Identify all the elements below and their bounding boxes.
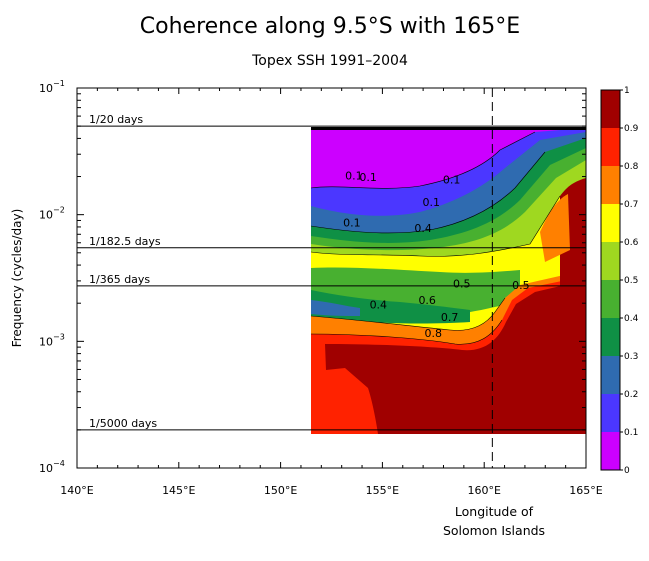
colorbar-tick-label: 0.7 [624,200,638,210]
region-right-orange [540,194,570,262]
x-axis-label-line1: Longitude of [455,504,534,519]
contour-line-0.6 [310,195,561,257]
chart-subtitle: Topex SSH 1991–2004 [251,53,408,69]
x-tick-label: 160°E [467,484,500,497]
y-tick-label: 10−4 [39,459,65,475]
colorbar-segment [601,356,620,394]
colorbar-segment [601,394,620,432]
reference-line-label-2: 1/365 days [89,273,150,286]
contour-line-0.1 [310,131,536,189]
colorbar-segment [601,166,620,204]
contour-label: 0.4 [370,298,388,311]
colorbar-segment [601,204,620,242]
colorbar: 0 0.1 0.2 0.3 0.4 0.5 0.6 0.7 0.8 0.9 1 [600,86,639,476]
colorbar-tick-label: 0.9 [624,124,639,134]
plot-frame [76,87,587,469]
x-tick-label: 155°E [366,484,399,497]
colorbar-tick-label: 0.5 [624,276,638,286]
contour-label: 0.4 [414,222,432,235]
x-tick-label: 165°E [569,484,602,497]
contour-labels: 0.10.1 0.10.10.1 0.40.5 0.50.4 0.60.70.8 [343,169,529,340]
colorbar-tick-label: 0.2 [624,390,638,400]
contour-label: 0.1 [359,171,377,184]
colorbar-segment [601,432,620,470]
contour-line-0.7 [310,297,506,331]
contour-label: 0.5 [453,278,471,291]
chart-title: Coherence along 9.5°S with 165°E [140,14,520,39]
x-tick-label: 140°E [60,484,93,497]
colorbar-tick-label: 0.8 [624,162,639,172]
contour-label: 0.1 [345,169,363,182]
reference-lines: 1/20 days 1/182.5 days 1/365 days 1/5000 da… [77,88,586,468]
contour-label: 0.6 [418,294,436,307]
contour-label: 0.8 [425,327,443,340]
colorbar-segment [601,90,620,128]
colorbar-tick-label: 0 [624,466,630,476]
contour-line-0.8 [310,319,503,345]
colorbar-tick-label: 0.1 [624,428,638,438]
y-tick-label: 10−2 [39,206,65,222]
y-axis-label: Frequency (cycles/day) [10,209,24,348]
axes: 140°E 145°E 150°E 155°E 160°E 165°E 10−1 10−2 10… [39,79,603,497]
x-tick-label: 150°E [264,484,297,497]
contour-line-0.3 [310,151,546,234]
reference-line-label-3: 1/5000 days [89,417,157,430]
colorbar-segment [601,318,620,356]
contour-label: 0.5 [512,279,530,292]
y-tick-label: 10−3 [39,332,65,348]
x-axis-label-line2: Solomon Islands [443,523,545,538]
y-tick-label: 10−1 [39,79,65,95]
contour-label: 0.1 [443,174,461,187]
colorbar-segment [601,280,620,318]
top-data-edge [311,127,586,130]
contour-label: 0.1 [423,196,441,209]
reference-line-label-0: 1/20 days [89,113,143,126]
contour-label: 0.7 [441,311,459,324]
reference-line-label-1: 1/182.5 days [89,235,161,248]
x-tick-label: 145°E [162,484,195,497]
coherence-contour-field [77,88,586,434]
colorbar-tick-label: 1 [624,86,630,96]
colorbar-segment [601,128,620,166]
colorbar-segment [601,242,620,280]
mask-above-1-20 [77,88,586,127]
region-0.9-1 [325,280,586,434]
colorbar-tick-label: 0.6 [624,238,639,248]
colorbar-tick-label: 0.4 [624,314,639,324]
region-mid-blue [311,300,360,316]
contour-label: 0.1 [343,216,361,229]
colorbar-tick-label: 0.3 [624,352,638,362]
